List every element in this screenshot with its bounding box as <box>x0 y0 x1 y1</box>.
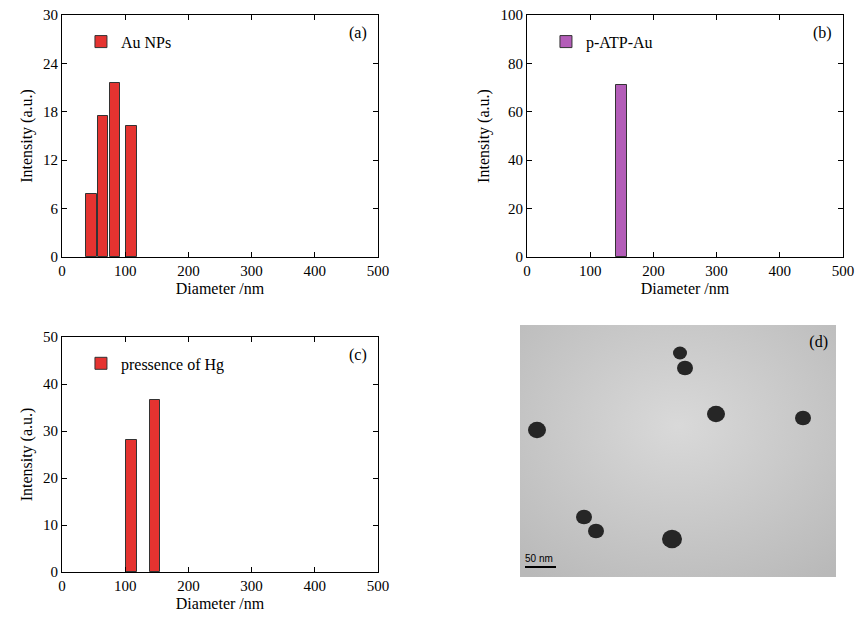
svg-text:200: 200 <box>177 578 200 594</box>
svg-text:(a): (a) <box>349 24 367 42</box>
svg-text:pressence of Hg: pressence of Hg <box>121 356 224 374</box>
svg-text:6: 6 <box>51 201 59 217</box>
svg-text:60: 60 <box>508 104 523 120</box>
svg-text:400: 400 <box>304 578 327 594</box>
svg-text:30: 30 <box>43 7 58 23</box>
svg-text:10: 10 <box>43 517 58 533</box>
svg-text:18: 18 <box>43 104 58 120</box>
svg-text:(c): (c) <box>349 346 367 364</box>
svg-text:Diameter /nm: Diameter /nm <box>176 280 265 297</box>
svg-text:0: 0 <box>523 263 531 279</box>
svg-text:300: 300 <box>240 578 263 594</box>
svg-text:Intensity (a.u.): Intensity (a.u.) <box>18 408 36 502</box>
svg-text:100: 100 <box>114 578 137 594</box>
svg-text:(b): (b) <box>813 24 832 42</box>
svg-text:12: 12 <box>43 152 58 168</box>
svg-text:(d): (d) <box>809 333 828 351</box>
svg-text:40: 40 <box>508 152 523 168</box>
svg-text:Diameter /nm: Diameter /nm <box>641 280 730 297</box>
svg-text:400: 400 <box>769 263 792 279</box>
svg-text:300: 300 <box>240 263 263 279</box>
svg-text:200: 200 <box>177 263 200 279</box>
svg-text:p-ATP-Au: p-ATP-Au <box>586 34 653 52</box>
svg-text:50: 50 <box>43 329 58 345</box>
svg-text:100: 100 <box>501 7 524 23</box>
svg-text:100: 100 <box>579 263 602 279</box>
svg-text:Au NPs: Au NPs <box>121 34 171 51</box>
svg-text:20: 20 <box>508 201 523 217</box>
svg-text:24: 24 <box>43 56 59 72</box>
svg-text:100: 100 <box>114 263 137 279</box>
svg-text:300: 300 <box>705 263 728 279</box>
svg-text:500: 500 <box>832 263 855 279</box>
svg-text:Intensity (a.u.): Intensity (a.u.) <box>475 89 493 183</box>
svg-text:40: 40 <box>43 376 58 392</box>
svg-text:0: 0 <box>51 249 59 265</box>
svg-text:500: 500 <box>367 578 390 594</box>
svg-text:80: 80 <box>508 56 523 72</box>
svg-text:400: 400 <box>304 263 327 279</box>
svg-text:0: 0 <box>516 249 524 265</box>
svg-text:0: 0 <box>58 578 66 594</box>
svg-text:20: 20 <box>43 470 58 486</box>
svg-text:200: 200 <box>642 263 665 279</box>
svg-text:30: 30 <box>43 423 58 439</box>
svg-text:50 nm: 50 nm <box>525 553 553 564</box>
svg-text:Diameter /nm: Diameter /nm <box>176 595 265 612</box>
svg-text:500: 500 <box>367 263 390 279</box>
svg-text:0: 0 <box>51 564 59 580</box>
svg-text:Intensity (a.u.): Intensity (a.u.) <box>18 89 36 183</box>
svg-text:0: 0 <box>58 263 66 279</box>
